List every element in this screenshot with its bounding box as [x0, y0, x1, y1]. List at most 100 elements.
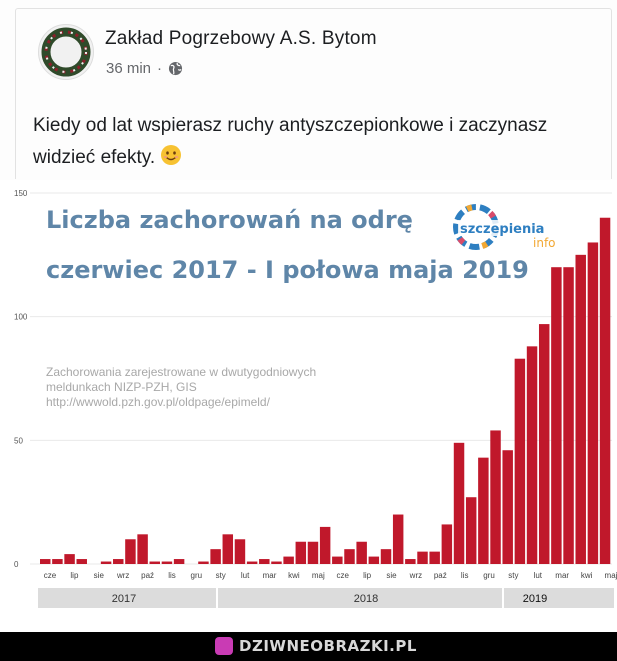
post-time[interactable]: 36 min [106, 60, 152, 77]
post-author[interactable]: Zakład Pogrzebowy A.S. Bytom [105, 28, 377, 49]
month-label: cze [336, 571, 349, 580]
month-label: kwi [288, 571, 300, 580]
chart-title-line2: czerwiec 2017 - I połowa maja 2019 [46, 256, 529, 284]
year-label: 2018 [354, 593, 378, 605]
bar [161, 561, 173, 564]
szczepienia-logo: szczepienia info [453, 204, 562, 250]
month-label: sie [386, 571, 397, 580]
bar [405, 559, 416, 564]
bar [125, 539, 136, 564]
month-label: gru [483, 571, 495, 580]
bar [210, 549, 221, 564]
bar [198, 561, 209, 564]
bar [173, 559, 185, 564]
post-card-border [15, 8, 612, 179]
bar [587, 242, 599, 564]
chart-note-line3: http://wwwold.pzh.gov.pl/oldpage/epimeld… [46, 395, 271, 409]
y-tick-label: 50 [14, 436, 23, 445]
bar [441, 524, 453, 564]
month-label: paź [434, 571, 447, 580]
bar [271, 561, 282, 564]
smiling-face-icon [160, 144, 182, 177]
bar [356, 541, 367, 564]
bar [295, 541, 307, 564]
y-tick-label: 0 [14, 560, 19, 569]
post-text: Kiedy od lat wspierasz ruchy antyszczepi… [33, 110, 573, 177]
post-text-content: Kiedy od lat wspierasz ruchy antyszczepi… [33, 115, 548, 168]
chart-note-line1: Zachorowania zarejestrowane w dwutygodni… [46, 365, 316, 379]
globe-icon [168, 61, 183, 76]
bar [234, 539, 246, 564]
month-label: paź [141, 571, 154, 580]
bar [40, 559, 51, 564]
bar [137, 534, 148, 564]
bar [319, 526, 331, 564]
bar [490, 430, 501, 564]
bar [417, 551, 428, 564]
month-label: maj [605, 571, 617, 580]
bar [283, 556, 294, 564]
month-label: cze [44, 571, 57, 580]
month-label: wrz [116, 571, 129, 580]
bar [222, 534, 234, 564]
month-label: mar [555, 571, 569, 580]
year-label: 2017 [112, 593, 136, 605]
month-label: gru [191, 571, 203, 580]
chart-title-line1: Liczba zachorowań na odrę [46, 206, 413, 234]
month-label: sty [216, 571, 226, 580]
bar [538, 324, 550, 564]
month-label: lut [241, 571, 250, 580]
bar [307, 541, 319, 564]
month-label: sie [94, 571, 105, 580]
measles-chart: 0 50 100 150 cze lip sie wrz paź lis gru sty lut mar… [0, 180, 617, 632]
year-band [38, 588, 614, 608]
site-footer [0, 632, 617, 661]
month-label: lis [461, 571, 469, 580]
bar [465, 497, 477, 564]
facebook-post: Zakład Pogrzebowy A.S. Bytom 36 min · Ki… [0, 0, 617, 180]
bar [344, 549, 355, 564]
bar [599, 217, 611, 565]
logo-text: szczepienia [460, 222, 544, 237]
bar [526, 346, 538, 564]
month-label: kwi [581, 571, 593, 580]
wreath-icon [41, 27, 91, 77]
bar [368, 556, 380, 564]
bar [149, 561, 160, 564]
month-label: lis [168, 571, 176, 580]
bar [52, 559, 63, 564]
month-label: wrz [409, 571, 422, 580]
y-tick-label: 100 [14, 313, 28, 322]
bar [246, 561, 258, 564]
bar [514, 358, 526, 564]
bar [551, 267, 562, 564]
bar [575, 254, 586, 564]
bar [380, 549, 392, 564]
month-label: lip [70, 571, 79, 580]
bar [100, 561, 112, 564]
bar [259, 559, 270, 564]
month-label: maj [312, 571, 325, 580]
post-meta: 36 min · [106, 60, 183, 77]
bar [113, 559, 124, 564]
brand-logo-icon [215, 637, 233, 655]
bar [76, 559, 87, 564]
month-label: lip [363, 571, 372, 580]
bar [392, 514, 404, 564]
bar [563, 267, 574, 564]
bar [478, 457, 489, 564]
month-label: lut [534, 571, 543, 580]
bar [502, 450, 513, 564]
chart-note-line2: meldunkach NIZP-PZH, GIS [46, 380, 197, 394]
bar [332, 556, 343, 564]
month-label: mar [263, 571, 277, 580]
logo-sub: info [533, 236, 556, 250]
bar [64, 554, 75, 564]
avatar[interactable] [38, 24, 94, 80]
month-label: sty [508, 571, 518, 580]
bar [453, 442, 465, 564]
year-label: 2019 [523, 593, 547, 605]
brand-text: DZIWNEOBRAZKI.PL [239, 637, 417, 655]
site-brand[interactable]: DZIWNEOBRAZKI.PL [215, 637, 417, 655]
meta-separator: · [157, 60, 163, 77]
